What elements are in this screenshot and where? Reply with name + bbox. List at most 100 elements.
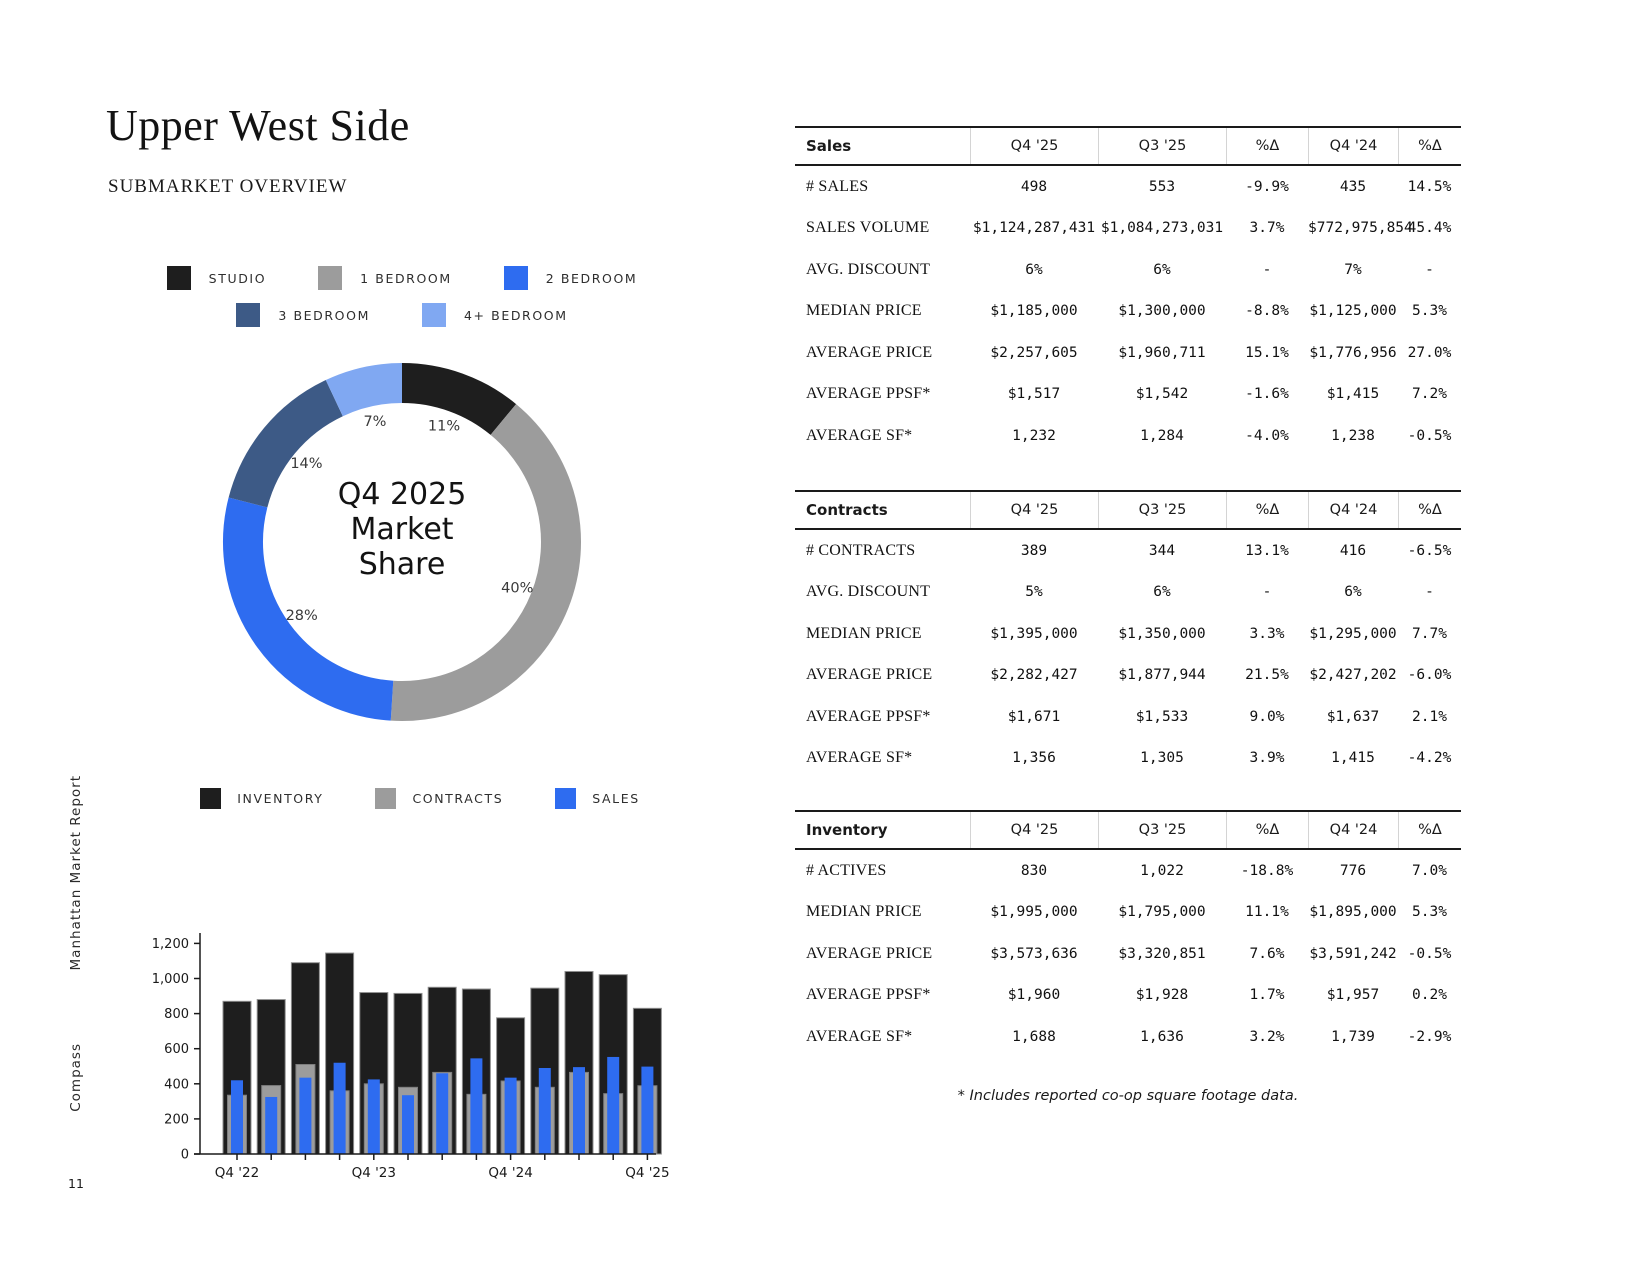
table-row: AVERAGE PPSF* $1,960 $1,928 1.7% $1,957 0.2% — [795, 975, 1461, 1017]
sidebar-brand: Compass — [68, 1043, 84, 1112]
cell-value: 1,739 — [1331, 1028, 1375, 1045]
cell-value: -4.0% — [1245, 427, 1289, 444]
legend-swatch — [503, 266, 528, 290]
cell-value: -6.5% — [1407, 542, 1452, 559]
cell-value: $1,637 — [1326, 708, 1380, 725]
cell-value: 3.2% — [1249, 1028, 1285, 1045]
cell-value: 416 — [1339, 542, 1367, 559]
y-tick-label: 800 — [164, 1007, 189, 1022]
y-tick-label: 1,000 — [152, 972, 189, 987]
sales-bar-q1-25 — [538, 1068, 551, 1154]
table-row: MEDIAN PRICE $1,185,000 $1,300,000 -8.8% $1,… — [795, 291, 1461, 333]
table-row: AVG. DISCOUNT 6% 6% - 7% - — [795, 249, 1461, 291]
cell-value: -0.5% — [1407, 945, 1452, 962]
column-header: Q4 '25 — [970, 492, 1098, 528]
table-row: AVERAGE PPSF* $1,517 $1,542 -1.6% $1,415 7.2% — [795, 374, 1461, 416]
legend-item-1-bedroom: 1 BEDROOM — [318, 266, 452, 290]
donut-slice-studio — [401, 363, 517, 436]
cell-value: $1,350,000 — [1118, 625, 1206, 642]
cell-value: $1,960 — [1007, 987, 1061, 1004]
cell-value: 776 — [1339, 862, 1367, 879]
row-label: MEDIAN PRICE — [806, 624, 922, 642]
cell-value: 1,636 — [1140, 1028, 1184, 1045]
cell-value: $1,671 — [1007, 708, 1061, 725]
table-row: SALES VOLUME $1,124,287,431 $1,084,273,031… — [795, 208, 1461, 250]
cell-value: 6% — [1153, 584, 1171, 601]
page-title: Upper West Side — [106, 101, 410, 150]
cell-value: $1,895,000 — [1309, 904, 1397, 921]
table-row: AVERAGE PRICE $2,257,605 $1,960,711 15.1% $1… — [795, 332, 1461, 374]
cell-value: $1,300,000 — [1118, 303, 1206, 320]
cell-value: 14.5% — [1407, 178, 1452, 195]
cell-value: -8.8% — [1245, 303, 1289, 320]
column-header: Q4 '25 — [970, 812, 1098, 848]
cell-value: $1,928 — [1135, 987, 1189, 1004]
column-header: Q3 '25 — [1098, 128, 1226, 164]
donut-slice-1-bedroom — [390, 404, 581, 721]
cell-value: 1,238 — [1331, 427, 1375, 444]
cell-value: 1,022 — [1140, 862, 1184, 879]
row-label: MEDIAN PRICE — [806, 302, 922, 320]
cell-value: 13.1% — [1245, 542, 1289, 559]
table-header-row: Inventory Q4 '25 Q3 '25 %Δ Q4 '24 %Δ — [795, 812, 1461, 850]
table-row: AVERAGE SF* 1,232 1,284 -4.0% 1,238 -0.5% — [795, 415, 1461, 457]
table-row: AVERAGE SF* 1,688 1,636 3.2% 1,739 -2.9% — [795, 1016, 1461, 1058]
cell-value: 435 — [1339, 178, 1367, 195]
row-label: AVERAGE PRICE — [806, 343, 933, 361]
legend-item-3-bedroom: 3 BEDROOM — [236, 303, 370, 327]
table-row: AVERAGE SF* 1,356 1,305 3.9% 1,415 -4.2% — [795, 738, 1461, 780]
sales-bar-q3-25 — [607, 1056, 620, 1154]
cell-value: - — [1425, 584, 1434, 601]
sales-bar-q2-25 — [573, 1067, 585, 1154]
cell-value: 498 — [1020, 178, 1048, 195]
sales-bar-q4-22 — [231, 1080, 243, 1154]
legend-swatch — [200, 788, 222, 809]
cell-value: $1,995,000 — [990, 904, 1078, 921]
row-label: MEDIAN PRICE — [806, 903, 922, 921]
cell-value: 7.7% — [1412, 625, 1447, 642]
table-row: MEDIAN PRICE $1,395,000 $1,350,000 3.3% $1,2… — [795, 613, 1461, 655]
y-tick-label: 600 — [164, 1042, 189, 1057]
legend-row: INVENTORY CONTRACTS SALES — [200, 788, 640, 809]
cell-value: - — [1262, 584, 1272, 601]
donut-slice-label: 40% — [501, 581, 533, 597]
sales-bar-q4-24 — [504, 1077, 517, 1154]
cell-value: - — [1425, 261, 1434, 278]
row-label: SALES VOLUME — [806, 219, 930, 237]
table-header-row: Sales Q4 '25 Q3 '25 %Δ Q4 '24 %Δ — [795, 128, 1461, 166]
legend-label: 2 BEDROOM — [545, 270, 638, 286]
cell-value: $2,282,427 — [990, 667, 1078, 684]
sales-bar-q1-23 — [265, 1096, 278, 1154]
sales-bar-q2-23 — [299, 1077, 312, 1154]
cell-value: 7.0% — [1412, 862, 1447, 879]
cell-value: -6.0% — [1407, 667, 1452, 684]
cell-value: 0.2% — [1412, 987, 1447, 1004]
column-header: %Δ — [1398, 492, 1461, 528]
cell-value: $3,573,636 — [990, 945, 1078, 962]
column-header: %Δ — [1226, 812, 1308, 848]
legend-item-sales: SALES — [555, 788, 640, 809]
cell-value: 7.2% — [1412, 386, 1447, 403]
cell-value: 1,305 — [1140, 750, 1184, 767]
market-share-legend: STUDIO 1 BEDROOM 2 BEDROOM 3 BEDROOM 4+ BEDR… — [107, 266, 697, 327]
x-tick-label: Q4 '24 — [488, 1165, 532, 1181]
cell-value: 5.3% — [1412, 303, 1447, 320]
cell-value: 389 — [1020, 542, 1048, 559]
row-label: # CONTRACTS — [806, 541, 916, 559]
bar-chart-legend: INVENTORY CONTRACTS SALES — [150, 788, 690, 809]
cell-value: 21.5% — [1245, 667, 1289, 684]
cell-value: -9.9% — [1245, 178, 1289, 195]
cell-value: $1,295,000 — [1309, 625, 1397, 642]
cell-value: 830 — [1020, 862, 1048, 879]
table-inventory: Inventory Q4 '25 Q3 '25 %Δ Q4 '24 %Δ # ACTIVES… — [795, 810, 1461, 1058]
legend-item-studio: STUDIO — [166, 266, 266, 290]
cell-value: $1,517 — [1007, 386, 1061, 403]
donut-slice-3-bedroom — [228, 380, 344, 508]
cell-value: 344 — [1148, 542, 1176, 559]
donut-slice-label: 7% — [363, 414, 386, 430]
cell-value: $3,591,242 — [1309, 945, 1397, 962]
cell-value: $1,533 — [1135, 708, 1189, 725]
cell-value: $3,320,851 — [1118, 945, 1206, 962]
cell-value: 2.1% — [1412, 708, 1447, 725]
row-label: AVERAGE PPSF* — [806, 707, 931, 725]
